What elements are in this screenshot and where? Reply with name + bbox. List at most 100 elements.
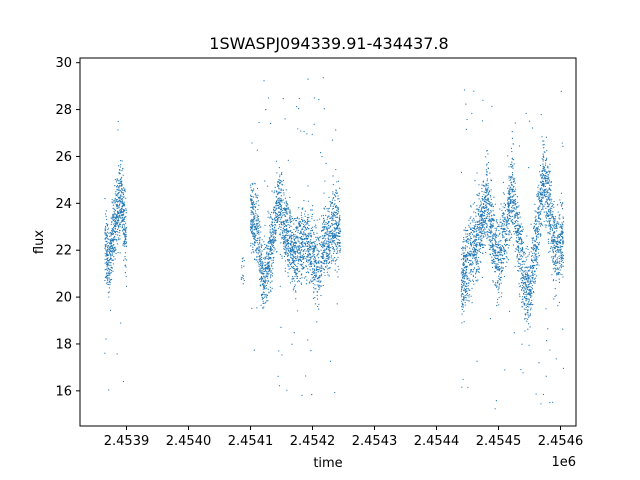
data-point xyxy=(251,224,253,226)
data-point xyxy=(486,209,488,211)
data-point xyxy=(551,236,553,239)
data-point xyxy=(270,258,272,260)
data-point xyxy=(104,231,106,234)
data-point xyxy=(285,251,287,254)
data-point xyxy=(319,276,321,278)
data-point xyxy=(293,260,295,263)
data-point xyxy=(319,267,321,270)
data-point xyxy=(470,244,472,246)
data-point xyxy=(296,281,299,283)
data-point xyxy=(279,201,281,203)
data-point xyxy=(534,232,537,234)
data-point xyxy=(280,223,282,225)
data-point xyxy=(514,215,517,217)
data-point xyxy=(548,170,550,172)
data-point xyxy=(534,280,536,282)
data-point xyxy=(291,248,293,250)
data-point xyxy=(307,259,310,262)
data-point xyxy=(305,227,307,229)
data-point xyxy=(303,225,306,227)
data-point xyxy=(486,191,488,193)
data-point xyxy=(487,186,489,188)
data-point xyxy=(314,246,316,248)
data-point xyxy=(513,180,516,182)
data-point xyxy=(507,219,509,222)
data-point xyxy=(551,202,553,205)
data-point xyxy=(300,274,302,276)
data-point xyxy=(278,350,280,352)
data-point xyxy=(463,321,465,323)
data-point xyxy=(334,233,336,235)
data-point xyxy=(287,247,289,249)
data-point xyxy=(462,252,464,254)
data-point xyxy=(116,178,118,180)
data-point xyxy=(470,260,472,262)
data-point xyxy=(320,294,322,297)
data-point xyxy=(257,208,259,211)
data-point xyxy=(315,239,317,241)
data-point xyxy=(105,240,107,242)
data-point xyxy=(518,228,520,230)
data-point xyxy=(298,252,300,254)
data-point xyxy=(513,204,515,206)
data-point xyxy=(305,375,307,377)
data-point xyxy=(118,219,120,222)
data-point xyxy=(284,240,286,242)
data-point xyxy=(264,281,266,283)
data-point xyxy=(466,285,468,288)
data-point xyxy=(112,237,115,239)
data-point xyxy=(323,251,326,253)
data-point xyxy=(326,226,328,228)
data-point xyxy=(111,217,113,219)
data-point xyxy=(294,251,296,253)
data-point xyxy=(288,242,290,245)
data-point xyxy=(116,243,119,245)
data-point xyxy=(291,257,293,259)
data-point xyxy=(548,223,550,225)
data-point xyxy=(277,217,279,220)
data-point xyxy=(546,224,548,226)
data-point xyxy=(104,255,106,257)
data-point xyxy=(117,195,119,197)
data-point xyxy=(251,202,253,204)
data-point xyxy=(529,326,531,328)
data-point xyxy=(310,230,312,232)
data-point xyxy=(521,239,523,241)
data-point xyxy=(517,206,519,208)
data-point xyxy=(486,194,488,196)
data-point xyxy=(276,221,278,224)
data-point xyxy=(322,238,324,240)
data-point xyxy=(112,251,114,253)
data-point xyxy=(266,263,268,266)
data-point xyxy=(120,194,122,196)
data-point xyxy=(307,227,309,230)
data-point xyxy=(331,208,334,210)
data-point xyxy=(496,286,498,288)
data-point xyxy=(530,251,532,253)
data-point xyxy=(282,199,284,201)
data-point xyxy=(491,237,493,239)
data-point xyxy=(265,301,267,303)
data-point xyxy=(275,202,277,204)
data-point xyxy=(112,228,115,230)
data-point xyxy=(118,173,121,175)
data-point xyxy=(298,241,300,243)
data-point xyxy=(105,232,107,234)
data-point xyxy=(278,385,281,387)
data-point xyxy=(525,313,527,315)
data-point xyxy=(493,235,495,237)
data-point xyxy=(112,223,114,225)
data-point xyxy=(267,274,269,276)
data-point xyxy=(528,254,530,256)
data-point xyxy=(118,182,121,185)
data-point xyxy=(323,223,325,225)
data-point xyxy=(480,210,482,213)
data-point xyxy=(270,243,272,245)
data-point xyxy=(474,236,476,238)
data-point xyxy=(242,283,244,285)
data-point xyxy=(318,240,320,242)
data-point xyxy=(119,180,122,182)
data-point xyxy=(463,267,465,269)
data-point xyxy=(486,230,488,233)
data-point xyxy=(326,260,328,262)
